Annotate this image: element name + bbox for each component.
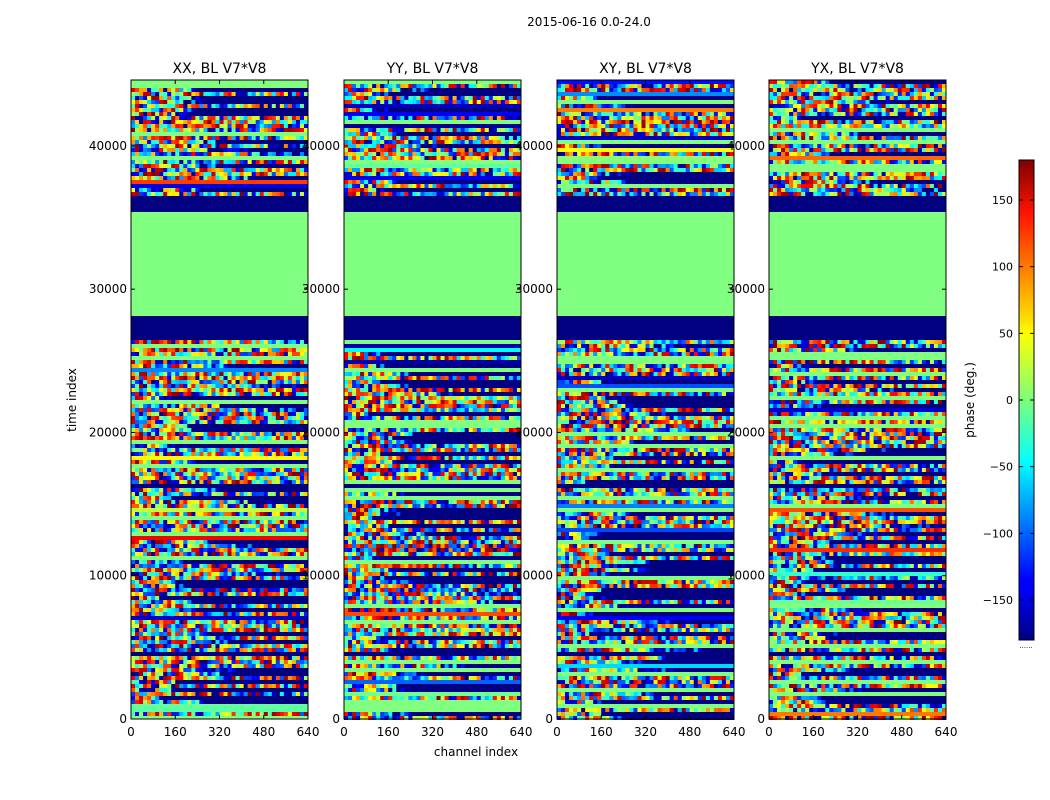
x-tick-label: 0 xyxy=(127,725,135,739)
y-tick-label: 20000 xyxy=(302,425,340,439)
y-tick-label: 40000 xyxy=(727,139,765,153)
colorbar-tick-label: 50 xyxy=(999,327,1013,340)
y-tick-label: 40000 xyxy=(89,139,127,153)
y-tick-label: 0 xyxy=(332,712,340,726)
x-tick-label: 0 xyxy=(765,725,773,739)
x-tick-label: 0 xyxy=(553,725,561,739)
chart-title: 2015-06-16 0.0-24.0 xyxy=(527,15,651,29)
x-tick-label: 160 xyxy=(590,725,613,739)
phase-heatmap xyxy=(344,80,522,720)
x-tick-label: 160 xyxy=(802,725,825,739)
y-tick-label: 0 xyxy=(757,712,765,726)
y-tick-label: 0 xyxy=(545,712,553,726)
panel-title: YX, BL V7*V8 xyxy=(810,61,904,77)
panel-3: XY, BL V7*V8 0 160 320 480 640 0 10000 20000 3000… xyxy=(515,61,746,739)
colorbar-tick-label: 150 xyxy=(992,194,1013,207)
y-tick-label: 20000 xyxy=(89,425,127,439)
panel-2: YY, BL V7*V8 0 160 320 480 640 0 10000 20000 3000… xyxy=(302,61,533,739)
panels-group: XX, BL V7*V8 0 160 320 480 640 0 10000 20000 3000… xyxy=(89,61,958,739)
panel-1: XX, BL V7*V8 0 160 320 480 640 0 10000 20000 3000… xyxy=(89,61,320,739)
y-tick-label: 30000 xyxy=(89,282,127,296)
x-tick-label: 480 xyxy=(678,725,701,739)
x-tick-label: 160 xyxy=(164,725,187,739)
x-tick-label: 480 xyxy=(252,725,275,739)
colorbar-tick-label: 0 xyxy=(1006,394,1013,407)
y-tick-label: 0 xyxy=(119,712,127,726)
y-tick-label: 40000 xyxy=(302,139,340,153)
x-tick-label: 640 xyxy=(297,725,320,739)
colorbar-ticks: 150 100 50 0 −50 −100 −150 xyxy=(983,194,1034,607)
x-tick-label: 640 xyxy=(723,725,746,739)
panel-title: XX, BL V7*V8 xyxy=(173,61,267,77)
y-tick-label: 30000 xyxy=(302,282,340,296)
x-tick-label: 640 xyxy=(510,725,533,739)
colorbar-tick-label: −50 xyxy=(990,461,1013,474)
colorbar-tick-label: 100 xyxy=(992,261,1013,274)
x-tick-label: 0 xyxy=(340,725,348,739)
x-tick-label: 160 xyxy=(377,725,400,739)
phase-heatmap xyxy=(557,80,735,720)
panel-4: YX, BL V7*V8 0 160 320 480 640 0 10000 20000 3000… xyxy=(727,61,958,739)
colorbar-tick-label: −150 xyxy=(983,594,1013,607)
y-tick-label: 40000 xyxy=(515,139,553,153)
x-tick-label: 320 xyxy=(421,725,444,739)
x-tick-label: 480 xyxy=(465,725,488,739)
phase-heatmap xyxy=(131,80,309,719)
x-axis-label: channel index xyxy=(434,745,518,759)
colorbar: 150 100 50 0 −50 −100 −150 phase (deg.) ...... xyxy=(963,159,1035,650)
y-tick-label: 30000 xyxy=(515,282,553,296)
x-tick-label: 320 xyxy=(846,725,869,739)
y-tick-label: 20000 xyxy=(727,425,765,439)
y-tick-label: 10000 xyxy=(302,569,340,583)
x-tick-label: 320 xyxy=(208,725,231,739)
y-tick-label: 20000 xyxy=(515,425,553,439)
x-tick-label: 640 xyxy=(935,725,958,739)
x-tick-label: 320 xyxy=(634,725,657,739)
x-tick-label: 480 xyxy=(890,725,913,739)
colorbar-tick-label: −100 xyxy=(983,527,1013,540)
y-tick-label: 10000 xyxy=(727,569,765,583)
y-tick-label: 10000 xyxy=(89,569,127,583)
colorbar-footer: ...... xyxy=(1019,642,1032,650)
y-axis-label: time index xyxy=(65,368,79,432)
phase-heatmap xyxy=(769,80,947,720)
y-tick-label: 30000 xyxy=(727,282,765,296)
colorbar-label: phase (deg.) xyxy=(963,362,977,438)
panel-title: YY, BL V7*V8 xyxy=(386,61,479,77)
panel-title: XY, BL V7*V8 xyxy=(599,61,692,77)
y-tick-label: 10000 xyxy=(515,569,553,583)
